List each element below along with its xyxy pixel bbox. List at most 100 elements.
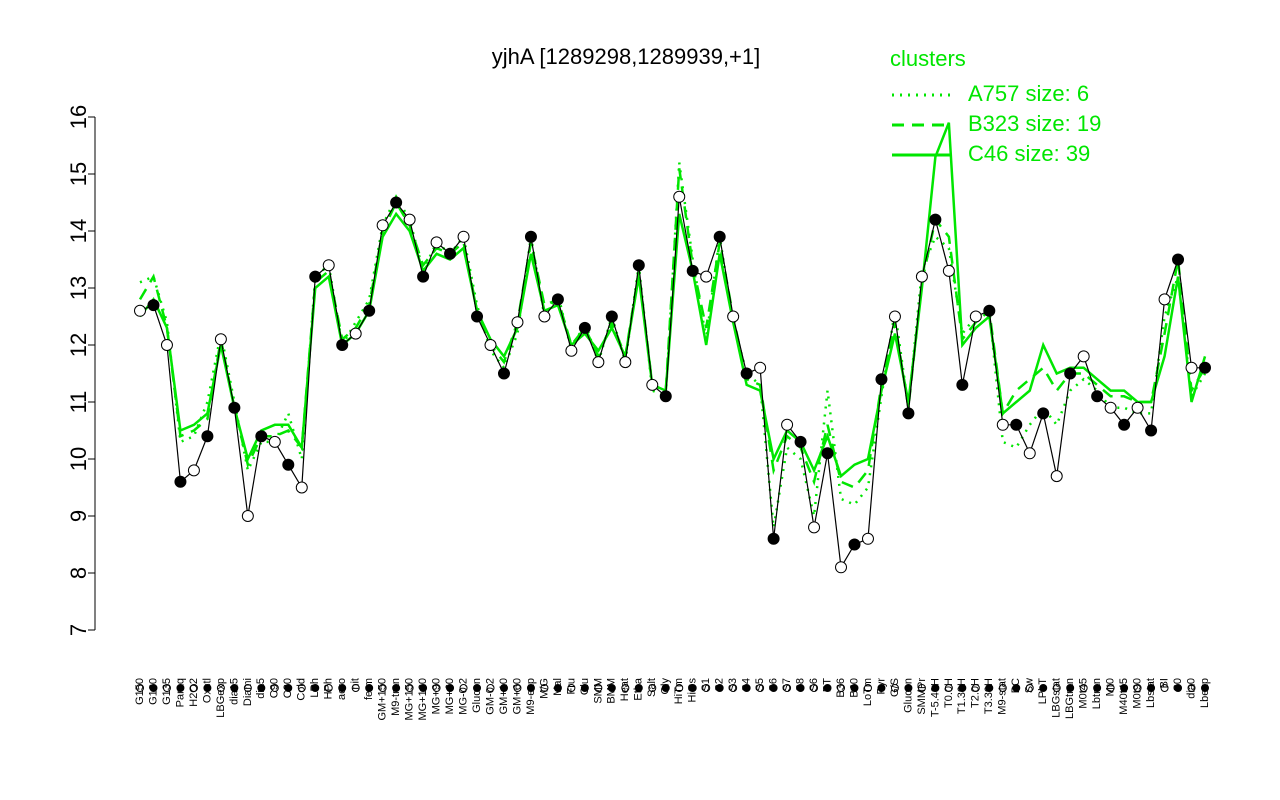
- x-tick-dot: [1147, 684, 1156, 692]
- x-tick-label: Diami: [242, 678, 254, 706]
- x-tick-label: M9-tran: [390, 678, 402, 716]
- x-tick-label: LBGexp: [215, 678, 227, 718]
- data-point: [915, 270, 928, 283]
- data-point: [605, 310, 618, 323]
- x-tick-label: HiOs: [687, 678, 699, 703]
- x-tick-label: G/S: [889, 678, 901, 697]
- x-tick-label: MG+60: [444, 678, 456, 714]
- cluster-line: [139, 162, 1207, 528]
- x-tick-dot: [890, 684, 899, 692]
- data-point: [1131, 401, 1144, 414]
- x-tick-label: dia15: [228, 678, 240, 705]
- x-tick-label: Sw: [1024, 678, 1036, 693]
- data-point: [835, 561, 848, 574]
- x-tick-dot: [837, 684, 846, 692]
- data-point: [942, 264, 955, 277]
- x-tick-label: Paraq: [174, 678, 186, 707]
- x-tick-dot: [540, 684, 549, 692]
- data-point: [1050, 470, 1063, 483]
- x-tick-dot: [1039, 684, 1048, 692]
- data-point: [1037, 407, 1050, 420]
- x-tick-dot: [1066, 684, 1075, 692]
- x-tick-label: ferm: [363, 678, 375, 700]
- x-tick-dot: [985, 684, 994, 692]
- x-tick-label: S4: [741, 678, 753, 691]
- x-tick-label: S6: [768, 678, 780, 691]
- data-point: [147, 299, 160, 312]
- x-tick-dot: [823, 684, 832, 692]
- data-point: [390, 196, 403, 209]
- x-tick-dot: [810, 684, 819, 692]
- x-tick-label: Etha: [633, 677, 645, 701]
- x-tick-dot: [189, 684, 198, 692]
- data-point: [1145, 424, 1158, 437]
- data-point: [592, 356, 605, 369]
- x-tick-dot: [553, 684, 562, 692]
- x-tick-dot: [351, 684, 360, 692]
- y-tick-label: 13: [66, 276, 91, 300]
- x-tick-dot: [365, 684, 374, 692]
- x-tick-label: BC: [1010, 678, 1022, 693]
- x-tick-label: MG+120: [417, 678, 429, 721]
- data-point: [565, 344, 578, 357]
- x-tick-label: Salt: [646, 678, 658, 697]
- x-tick-label: Oxctl: [201, 678, 213, 703]
- x-tick-label: C90: [269, 678, 281, 698]
- x-tick-label: H2O2: [188, 678, 200, 707]
- x-tick-label: BMM: [606, 678, 618, 704]
- data-point: [1091, 390, 1104, 403]
- x-tick-label: GM+150: [377, 678, 389, 721]
- x-tick-dot: [243, 684, 252, 692]
- data-point: [1185, 361, 1198, 374]
- data-point: [619, 356, 632, 369]
- x-tick-label: S6: [808, 678, 820, 691]
- data-point: [268, 435, 281, 448]
- x-tick-label: SMM: [592, 678, 604, 704]
- x-tick-dot: [203, 684, 212, 692]
- x-tick-dot: [405, 684, 414, 692]
- x-tick-label: T-5.40H: [929, 678, 941, 717]
- x-tick-label: Glucon: [471, 678, 483, 713]
- x-tick-dot: [176, 684, 185, 692]
- x-tick-label: dia5: [255, 678, 267, 699]
- x-tick-dot: [459, 684, 468, 692]
- data-point: [201, 430, 214, 443]
- data-point: [444, 247, 457, 260]
- x-tick-label: M9-exp: [525, 678, 537, 715]
- x-tick-label: HPh: [323, 678, 335, 699]
- data-point: [1010, 418, 1023, 431]
- x-tick-label: M9-stat: [997, 678, 1009, 715]
- x-tick-label: Glucon: [902, 678, 914, 713]
- x-tick-dot: [1133, 684, 1142, 692]
- x-tick-dot: [1160, 684, 1169, 692]
- data-point: [134, 304, 146, 317]
- x-tick-dot: [1106, 684, 1115, 692]
- x-tick-dot: [446, 684, 455, 692]
- data-point: [902, 407, 915, 420]
- x-tick-label: GM+60: [511, 678, 523, 714]
- x-tick-dot: [594, 684, 603, 692]
- data-point: [659, 390, 672, 403]
- data-point: [403, 213, 416, 226]
- data-point: [228, 401, 241, 414]
- x-tick-dot: [931, 684, 940, 692]
- x-tick-label: S0: [1172, 678, 1184, 691]
- x-tick-dot: [1052, 684, 1061, 692]
- x-tick-dot: [311, 684, 320, 692]
- data-point: [551, 293, 564, 306]
- data-point: [983, 304, 996, 317]
- data-point: [781, 418, 794, 431]
- x-tick-label: Lbexp: [1199, 678, 1211, 708]
- chart-title: yjhA [1289298,1289939,+1]: [492, 44, 761, 69]
- data-point: [538, 310, 551, 323]
- x-tick-dot: [702, 684, 711, 692]
- x-tick-dot: [783, 684, 792, 692]
- legend-label: C46 size: 39: [968, 141, 1090, 166]
- x-tick-dot: [580, 684, 589, 692]
- x-tick-dot: [419, 684, 428, 692]
- x-tick-dot: [863, 684, 872, 692]
- x-tick-dot: [607, 684, 616, 692]
- x-tick-dot: [378, 684, 387, 692]
- data-point: [484, 339, 497, 351]
